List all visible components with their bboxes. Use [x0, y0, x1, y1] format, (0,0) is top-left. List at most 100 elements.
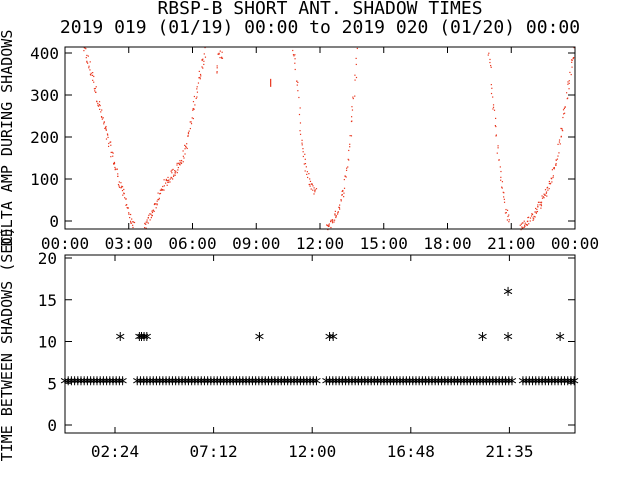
- top-trace-point: [97, 104, 99, 106]
- baseline-point: [277, 376, 286, 386]
- baseline-point: [335, 376, 344, 386]
- top-trace-point: [110, 156, 112, 158]
- top-trace-point: [499, 166, 501, 168]
- baseline-point: [424, 376, 433, 386]
- baseline-point: [367, 376, 376, 386]
- top-trace-point: [297, 90, 299, 92]
- baseline-point: [102, 376, 111, 386]
- top-trace-point: [185, 145, 187, 147]
- top-trace-point: [184, 153, 186, 155]
- top-trace-point: [162, 185, 164, 188]
- top-trace-point: [336, 213, 339, 215]
- top-trace-point: [342, 189, 344, 192]
- top-trace-point: [339, 204, 341, 206]
- top-trace-point: [314, 191, 316, 193]
- baseline-point: [149, 376, 158, 386]
- top-trace-point: [113, 163, 115, 165]
- top-trace-point: [193, 108, 195, 110]
- top-trace-point: [94, 90, 96, 92]
- top-trace-point: [497, 147, 499, 149]
- top-trace-point: [331, 222, 334, 224]
- top-trace-point: [167, 181, 170, 183]
- top-trace-point: [187, 132, 190, 134]
- top-trace-point: [493, 109, 496, 111]
- top-trace-point: [221, 57, 224, 59]
- top-trace-point: [129, 216, 131, 219]
- baseline-point: [190, 376, 200, 386]
- baseline-point: [99, 376, 108, 386]
- top-trace-point: [491, 87, 493, 89]
- top-trace-point: [90, 72, 92, 74]
- top-trace-point: [540, 201, 542, 203]
- top-trace-point: [541, 197, 544, 199]
- top-trace-point: [105, 138, 108, 140]
- bottom-y-tick-label: 15: [38, 291, 57, 310]
- top-trace-point: [349, 143, 351, 145]
- top-trace-point: [523, 226, 525, 228]
- baseline-point: [238, 376, 248, 386]
- top-x-tick-label: 18:00: [423, 234, 471, 253]
- baseline-point: [152, 376, 161, 386]
- top-trace-point: [534, 211, 536, 213]
- top-trace-point: [326, 224, 328, 226]
- top-trace-point: [500, 170, 502, 173]
- top-trace-point: [107, 145, 110, 148]
- top-trace-point: [298, 113, 301, 116]
- top-trace-point: [103, 123, 105, 125]
- chart-title: RBSP-B SHORT ANT. SHADOW TIMES: [157, 0, 482, 19]
- top-trace-point: [330, 226, 332, 229]
- top-trace-point: [337, 211, 339, 214]
- top-trace-point: [157, 198, 159, 201]
- top-trace-point: [528, 216, 530, 218]
- top-trace-point: [87, 62, 89, 64]
- baseline-point: [70, 376, 79, 386]
- top-trace-point: [299, 130, 301, 132]
- top-trace-point: [566, 92, 568, 94]
- top-trace-point: [564, 106, 566, 108]
- top-trace-point: [531, 213, 534, 216]
- top-trace-point: [302, 151, 304, 153]
- top-trace-point: [199, 76, 201, 79]
- top-trace-point: [202, 58, 204, 60]
- top-trace-point: [537, 204, 539, 206]
- top-trace-point: [334, 210, 336, 212]
- top-trace-point: [95, 86, 97, 88]
- baseline-point: [322, 376, 331, 386]
- top-trace-point: [174, 170, 176, 172]
- top-trace-point: [562, 109, 565, 111]
- bottom-plot-points: [60, 286, 579, 386]
- top-trace-point: [147, 216, 149, 219]
- top-trace-point: [535, 207, 537, 210]
- top-trace-point: [543, 197, 545, 199]
- top-trace-point: [532, 217, 534, 219]
- top-trace-point: [531, 213, 533, 215]
- top-trace-point: [302, 155, 304, 158]
- top-trace-point: [494, 125, 496, 127]
- top-trace-point: [544, 194, 547, 196]
- baseline-point: [254, 376, 264, 386]
- top-trace-point: [343, 192, 345, 194]
- baseline-point: [521, 376, 531, 386]
- top-trace-point: [99, 104, 101, 107]
- top-trace-point: [129, 220, 132, 222]
- baseline-point: [456, 376, 465, 386]
- top-trace-point: [166, 184, 168, 186]
- top-trace-point: [296, 80, 298, 82]
- top-trace-point: [492, 104, 495, 106]
- top-trace-point: [184, 148, 186, 150]
- top-trace-point: [327, 229, 329, 231]
- top-trace-point: [571, 59, 573, 61]
- top-trace-point: [106, 133, 109, 135]
- top-trace-point: [490, 84, 492, 86]
- baseline-point: [415, 376, 424, 386]
- top-trace-point: [527, 216, 529, 219]
- top-trace-point: [344, 175, 346, 177]
- top-trace-point: [537, 206, 539, 208]
- top-trace-point: [351, 106, 353, 108]
- baseline-point: [443, 376, 453, 386]
- top-trace-point: [304, 158, 306, 160]
- top-trace-point: [505, 208, 507, 211]
- top-trace-point: [177, 162, 180, 164]
- baseline-point: [302, 376, 312, 386]
- top-trace-point: [340, 200, 342, 202]
